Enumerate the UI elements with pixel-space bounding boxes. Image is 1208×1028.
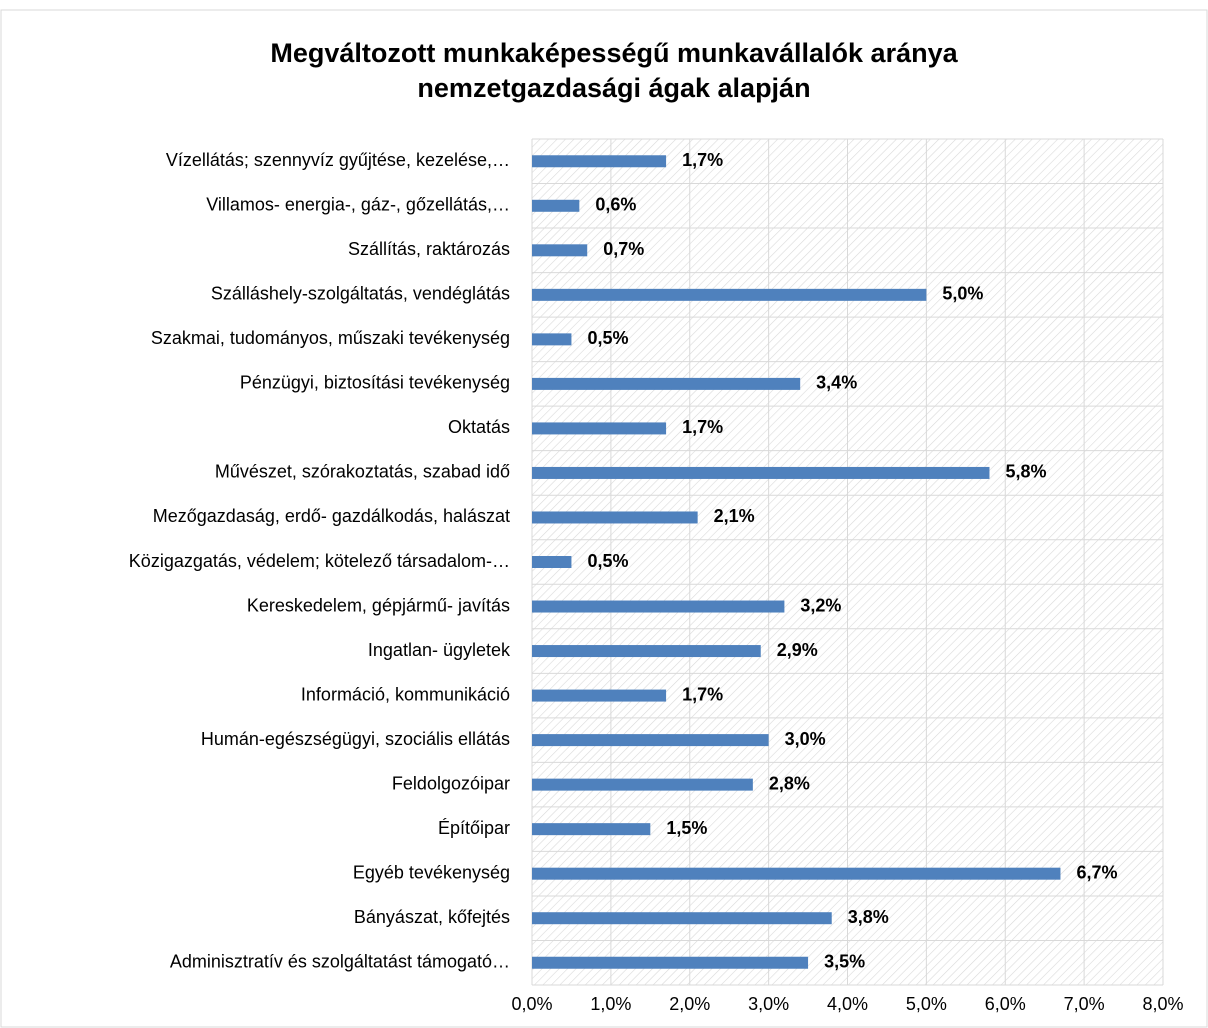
y-tick-label: Szálláshely-szolgáltatás, vendéglátás <box>211 284 510 304</box>
x-tick-label: 3,0% <box>748 994 789 1014</box>
value-label: 1,7% <box>682 684 723 704</box>
y-tick-label: Feldolgozóipar <box>392 773 510 793</box>
x-tick-label: 1,0% <box>590 994 631 1014</box>
bar <box>532 556 572 568</box>
value-label: 0,7% <box>603 239 644 259</box>
value-label: 2,8% <box>769 773 810 793</box>
value-label: 5,0% <box>942 284 983 304</box>
x-tick-label: 8,0% <box>1142 994 1183 1014</box>
y-tick-label: Villamos- energia-, gáz-, gőzellátás,… <box>206 195 510 215</box>
bar <box>532 689 667 702</box>
bar <box>532 734 769 747</box>
y-tick-label: Bányászat, kőfejtés <box>354 907 510 927</box>
x-tick-label: 2,0% <box>669 994 710 1014</box>
bar <box>532 511 698 524</box>
bar <box>532 867 1061 880</box>
y-tick-label: Adminisztratív és szolgáltatást támogató… <box>170 951 510 971</box>
y-tick-label: Egyéb tevékenység <box>353 862 510 882</box>
bar <box>532 823 651 836</box>
value-label: 3,2% <box>800 595 841 615</box>
x-tick-label: 5,0% <box>906 994 947 1014</box>
bar <box>532 778 753 791</box>
x-tick-label: 0,0% <box>511 994 552 1014</box>
y-tick-label: Ingatlan- ügyletek <box>368 640 511 660</box>
x-tick-label: 7,0% <box>1064 994 1105 1014</box>
bar <box>532 377 801 390</box>
value-label: 5,8% <box>1005 462 1046 482</box>
chart-title: Megváltozott munkaképességű munkavállaló… <box>270 38 958 68</box>
bar <box>532 956 809 969</box>
bar <box>532 600 785 613</box>
bar <box>532 645 761 658</box>
y-tick-label: Szállítás, raktározás <box>348 239 510 259</box>
value-label: 3,4% <box>816 373 857 393</box>
y-tick-label: Vízellátás; szennyvíz gyűjtése, kezelése… <box>166 150 510 170</box>
bar <box>532 912 832 925</box>
y-tick-label: Információ, kommunikáció <box>301 684 510 704</box>
y-tick-label: Szakmai, tudományos, műszaki tevékenység <box>151 328 510 348</box>
value-label: 3,5% <box>824 951 865 971</box>
bar <box>532 155 667 168</box>
value-label: 3,0% <box>785 729 826 749</box>
chart-title: nemzetgazdasági ágak alapján <box>417 73 810 103</box>
y-tick-label: Művészet, szórakoztatás, szabad idő <box>215 462 510 482</box>
y-tick-label: Oktatás <box>448 417 510 437</box>
value-label: 2,9% <box>777 640 818 660</box>
value-label: 1,7% <box>682 150 723 170</box>
value-label: 0,5% <box>587 551 628 571</box>
bar <box>532 422 667 435</box>
y-tick-label: Építőipar <box>438 818 510 838</box>
y-tick-label: Pénzügyi, biztosítási tevékenység <box>240 373 510 393</box>
value-label: 0,6% <box>595 195 636 215</box>
bar <box>532 199 580 212</box>
bar <box>532 288 927 301</box>
bar <box>532 244 588 257</box>
bar <box>532 333 572 346</box>
y-tick-label: Közigazgatás, védelem; kötelező társadal… <box>129 551 510 571</box>
value-label: 6,7% <box>1076 862 1117 882</box>
value-label: 3,8% <box>848 907 889 927</box>
value-label: 1,5% <box>666 818 707 838</box>
value-label: 1,7% <box>682 417 723 437</box>
y-tick-label: Kereskedelem, gépjármű- javítás <box>247 595 510 615</box>
y-tick-label: Mezőgazdaság, erdő- gazdálkodás, halásza… <box>153 506 510 526</box>
y-tick-label: Humán-egészségügyi, szociális ellátás <box>201 729 510 749</box>
value-label: 2,1% <box>714 506 755 526</box>
bar <box>532 466 990 479</box>
x-tick-label: 4,0% <box>827 994 868 1014</box>
value-label: 0,5% <box>587 328 628 348</box>
x-tick-label: 6,0% <box>985 994 1026 1014</box>
